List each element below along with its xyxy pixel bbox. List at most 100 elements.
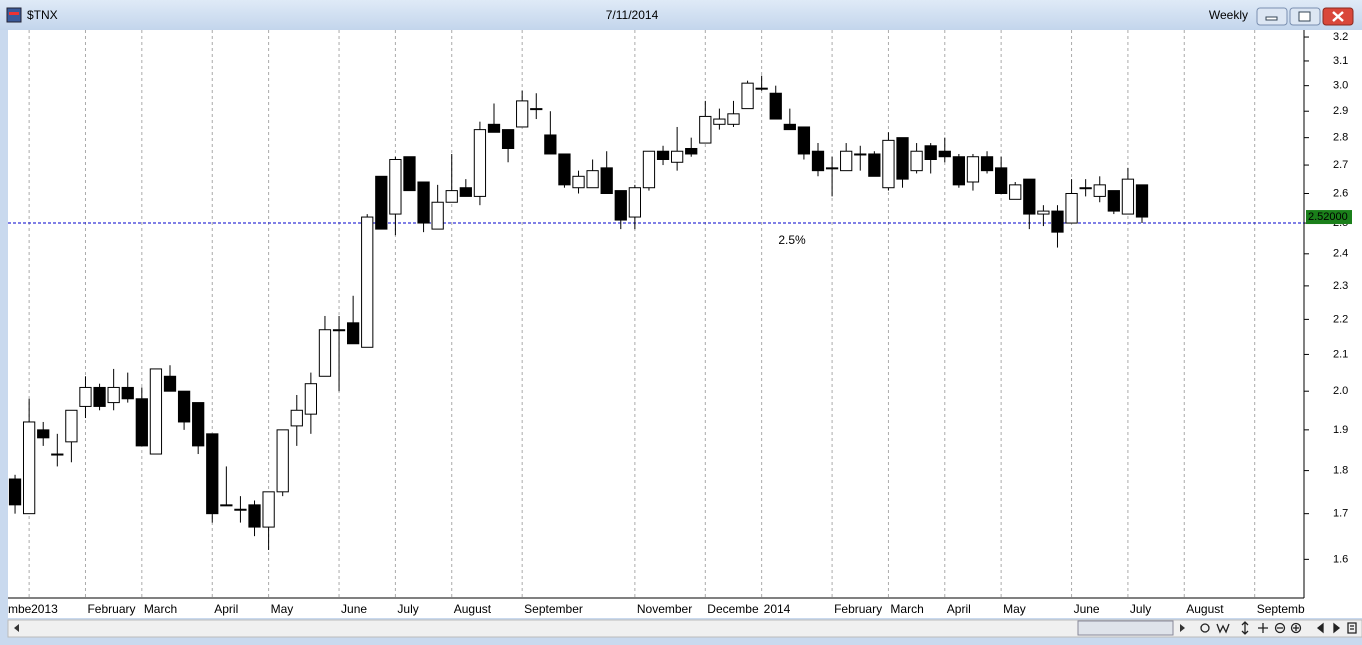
- candle-body: [1051, 210, 1064, 233]
- refresh-button[interactable]: [1200, 623, 1210, 633]
- y-tick-label: 2.3: [1333, 280, 1348, 292]
- x-tick-label: May: [271, 602, 294, 616]
- candle-body: [628, 187, 642, 218]
- candle-body: [966, 156, 980, 183]
- candle-body: [938, 150, 951, 158]
- candle-body: [558, 153, 571, 186]
- candle-body: [445, 190, 458, 203]
- scrollbar[interactable]: [7, 619, 1362, 638]
- x-tick-label: Septemb: [1257, 602, 1305, 616]
- candle-body: [516, 100, 529, 128]
- window-title: $TNX: [27, 8, 58, 22]
- y-tick-label: 1.6: [1333, 553, 1348, 565]
- zoom-in[interactable]: [1290, 622, 1302, 634]
- candle-body: [65, 409, 78, 443]
- candle-body: [600, 167, 613, 194]
- candle-body: [994, 167, 1008, 194]
- x-tick-label: August: [1186, 602, 1224, 616]
- candle-body: [544, 134, 557, 155]
- candle-body: [840, 150, 853, 172]
- last-price-box: [1306, 210, 1352, 225]
- period[interactable]: Weekly: [1209, 8, 1248, 22]
- candle-body: [642, 150, 656, 189]
- candle-body: [192, 402, 205, 447]
- candle-body: [924, 145, 937, 160]
- candle-body: [121, 386, 134, 400]
- x-tick-label: August: [454, 602, 492, 616]
- x-tick-label: March: [890, 602, 923, 616]
- candle-body: [37, 429, 50, 439]
- candle-body: [769, 92, 782, 120]
- vertical-zoom[interactable]: [1241, 621, 1249, 635]
- x-tick-label: mbe: [8, 602, 32, 616]
- candle-body: [530, 108, 543, 111]
- y-tick-label: 2.6: [1333, 187, 1348, 199]
- x-tick-label: 2013: [31, 602, 58, 616]
- minimize-icon: [1265, 16, 1278, 21]
- candle-body: [1009, 184, 1022, 200]
- candle-body: [304, 383, 318, 415]
- candle-body: [318, 329, 332, 377]
- candle-body: [459, 187, 472, 197]
- candle-body: [896, 137, 909, 180]
- app-icon-detail: [9, 12, 19, 15]
- y-tick-label: 2.9: [1333, 105, 1348, 117]
- x-tick-label: February: [834, 602, 882, 616]
- menu-button[interactable]: [1347, 622, 1357, 634]
- x-tick-label: July: [397, 602, 418, 616]
- scroll-right[interactable]: [1180, 624, 1185, 632]
- candle-body: [262, 491, 275, 528]
- candle-body: [1107, 190, 1120, 212]
- toolbar: [1200, 621, 1357, 635]
- candle-body: [699, 115, 712, 144]
- candle-body: [1121, 178, 1135, 215]
- w-button[interactable]: [1216, 623, 1230, 634]
- candle-body: [417, 181, 430, 224]
- y-tick-label: 2.8: [1333, 132, 1348, 144]
- candle-body: [755, 87, 768, 90]
- x-tick-label: June: [341, 602, 367, 616]
- candle-body: [389, 158, 402, 215]
- y-tick-label: 1.8: [1333, 464, 1348, 476]
- candle-body: [487, 123, 501, 133]
- x-tick-label: March: [144, 602, 177, 616]
- candle-body: [431, 201, 444, 230]
- candle-body: [234, 508, 247, 511]
- y-tick-label: 2.1: [1333, 348, 1348, 360]
- candle-body: [220, 504, 233, 507]
- candle-body: [868, 153, 881, 177]
- y-tick-label: 1.9: [1333, 424, 1348, 436]
- candle-body: [811, 150, 825, 172]
- candle-body: [206, 433, 219, 515]
- candle-body: [8, 478, 22, 506]
- step-buttons[interactable]: [1316, 622, 1341, 634]
- scroll-left[interactable]: [14, 624, 19, 632]
- candle-body: [149, 368, 163, 455]
- candle-body: [882, 139, 895, 189]
- candle-body: [93, 386, 106, 407]
- x-tick-label: July: [1130, 602, 1151, 616]
- candle-body: [177, 390, 191, 423]
- y-tick-label: 2.2: [1333, 313, 1348, 325]
- candle-body: [670, 150, 684, 163]
- candle-body: [713, 118, 726, 125]
- candle-body: [346, 322, 360, 345]
- candle-body: [163, 375, 177, 392]
- candle-body: [135, 398, 148, 447]
- candle-body: [783, 123, 796, 131]
- x-tick-label: Decembe: [707, 602, 759, 616]
- candle-body: [910, 150, 923, 172]
- zoom-out[interactable]: [1274, 622, 1286, 634]
- chart-panel: [8, 30, 1362, 618]
- candle-body: [1093, 184, 1106, 197]
- candle-body: [980, 156, 994, 172]
- candle-body: [614, 190, 627, 221]
- scroll-thumb[interactable]: [1077, 620, 1174, 636]
- pan-button[interactable]: [1258, 623, 1268, 633]
- candle-body: [741, 82, 754, 110]
- candle-body: [79, 386, 92, 407]
- candle-body: [685, 147, 698, 155]
- zoom-glyph: [1277, 625, 1299, 631]
